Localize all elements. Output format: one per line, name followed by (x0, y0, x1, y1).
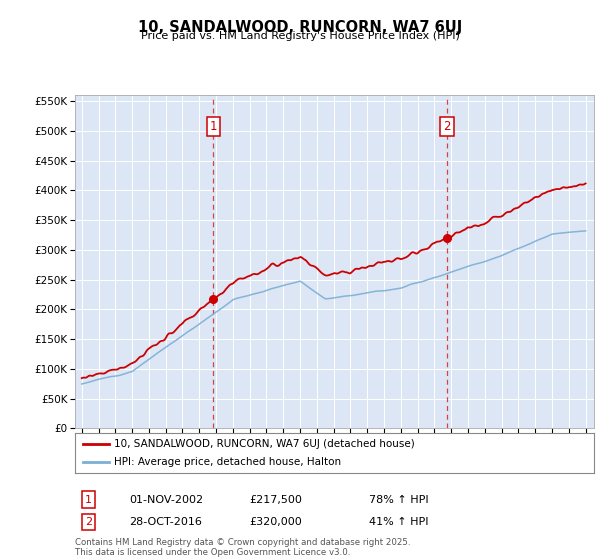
Text: 1: 1 (85, 494, 92, 505)
Text: 10, SANDALWOOD, RUNCORN, WA7 6UJ: 10, SANDALWOOD, RUNCORN, WA7 6UJ (138, 20, 462, 35)
Text: Price paid vs. HM Land Registry's House Price Index (HPI): Price paid vs. HM Land Registry's House … (140, 31, 460, 41)
Text: £320,000: £320,000 (249, 517, 302, 527)
Text: 10, SANDALWOOD, RUNCORN, WA7 6UJ (detached house): 10, SANDALWOOD, RUNCORN, WA7 6UJ (detach… (114, 439, 415, 449)
Text: 78% ↑ HPI: 78% ↑ HPI (369, 494, 428, 505)
Text: HPI: Average price, detached house, Halton: HPI: Average price, detached house, Halt… (114, 458, 341, 467)
Text: Contains HM Land Registry data © Crown copyright and database right 2025.
This d: Contains HM Land Registry data © Crown c… (75, 538, 410, 557)
Text: 2: 2 (85, 517, 92, 527)
Text: 1: 1 (209, 120, 217, 133)
Text: 41% ↑ HPI: 41% ↑ HPI (369, 517, 428, 527)
Text: 28-OCT-2016: 28-OCT-2016 (129, 517, 202, 527)
Text: £217,500: £217,500 (249, 494, 302, 505)
Text: 01-NOV-2002: 01-NOV-2002 (129, 494, 203, 505)
Text: 2: 2 (443, 120, 451, 133)
